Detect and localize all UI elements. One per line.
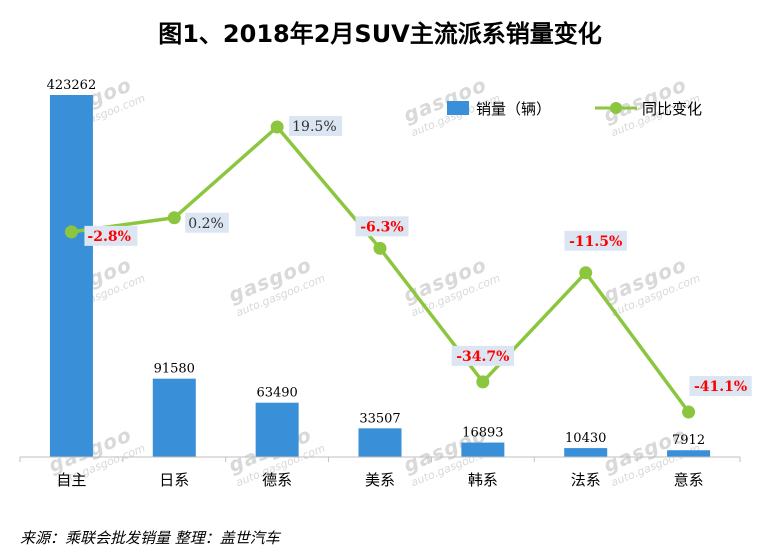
- yoy-label-bg: [689, 376, 752, 396]
- bar: [358, 428, 402, 457]
- yoy-label-bg: [451, 345, 515, 366]
- x-tick-label: 自主: [56, 471, 86, 489]
- yoy-point: [373, 241, 387, 255]
- yoy-label-bg: [185, 212, 229, 233]
- yoy-label-bg: [289, 116, 343, 136]
- yoy-point: [64, 225, 78, 239]
- x-tick-label: 日系: [159, 471, 189, 489]
- yoy-point: [167, 211, 181, 225]
- legend-bar-swatch: [447, 101, 469, 115]
- bar: [667, 450, 711, 457]
- yoy-label-bg: [355, 216, 409, 237]
- yoy-label: -11.5%: [569, 234, 622, 250]
- legend-bar-label: 销量（辆）: [476, 100, 551, 118]
- x-tick-label: 意系: [674, 471, 704, 489]
- source-note: 来源：乘联会批发销量 整理：盖世汽车: [20, 529, 280, 547]
- x-tick-label: 德系: [262, 471, 292, 489]
- bar-value-label: 33507: [359, 411, 400, 426]
- bar-value-label: 91580: [154, 362, 195, 377]
- legend-line-label: 同比变化: [642, 100, 702, 118]
- yoy-point: [682, 405, 696, 419]
- yoy-label: -41.1%: [694, 379, 747, 395]
- bar-value-label: 10430: [565, 431, 606, 446]
- x-tick-label: 美系: [365, 471, 395, 489]
- yoy-point: [270, 120, 284, 134]
- legend-line-marker: [610, 102, 622, 114]
- yoy-label: -34.7%: [456, 349, 509, 365]
- yoy-label: -2.8%: [87, 229, 130, 245]
- yoy-point: [476, 375, 490, 389]
- x-tick-label: 法系: [571, 471, 601, 489]
- yoy-label-bg: [564, 230, 627, 251]
- yoy-label: -6.3%: [360, 219, 403, 235]
- bar-value-label: 63490: [256, 386, 297, 401]
- x-tick-label: 韩系: [468, 471, 498, 489]
- bar-value-label: 423262: [47, 78, 97, 93]
- bar: [49, 95, 93, 457]
- bar: [461, 442, 505, 457]
- yoy-label: 0.2%: [188, 216, 224, 232]
- bar: [564, 448, 608, 457]
- bar-value-label: 7912: [672, 433, 705, 448]
- yoy-point: [579, 266, 593, 280]
- bar-value-label: 16893: [462, 426, 503, 441]
- bar: [255, 402, 299, 457]
- yoy-label: 19.5%: [292, 119, 336, 135]
- chart-title: 图1、2018年2月SUV主流派系销量变化: [158, 20, 602, 48]
- yoy-label-bg: [84, 225, 138, 246]
- bar: [152, 378, 196, 457]
